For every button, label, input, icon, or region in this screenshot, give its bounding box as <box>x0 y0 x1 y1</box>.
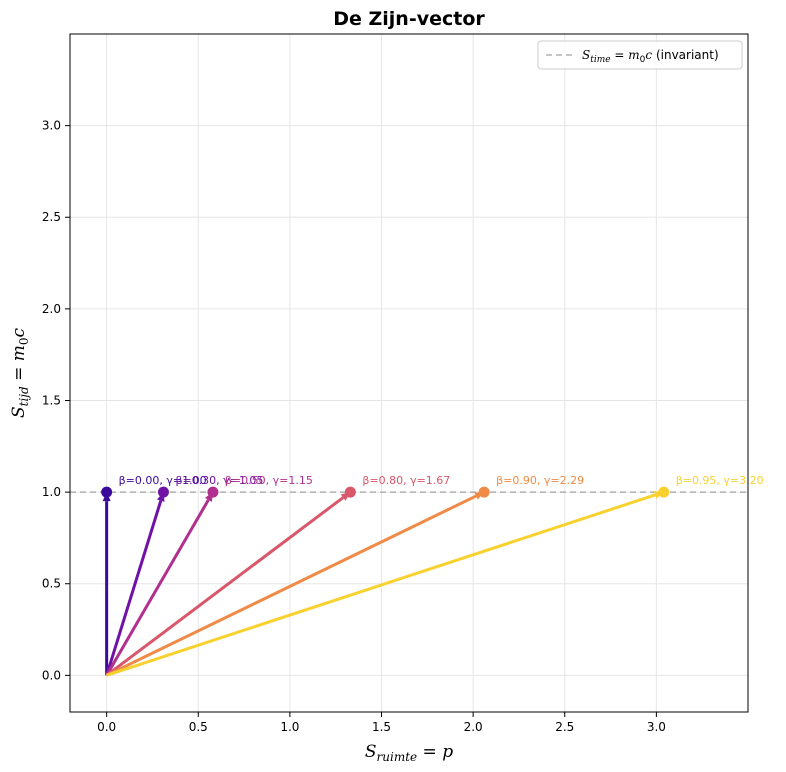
annotations: β=0.00, γ=1.00β=0.30, γ=1.05β=0.50, γ=1.… <box>119 474 764 487</box>
x-tick-label-2: 1.0 <box>280 720 299 734</box>
x-tick-label-6: 3.0 <box>647 720 666 734</box>
y-tick-label-1: 0.5 <box>42 577 61 591</box>
y-tick-label-4: 2.0 <box>42 302 61 316</box>
vector-endpoint-1 <box>157 486 169 498</box>
vector-endpoint-3 <box>344 486 356 498</box>
x-tick-label-3: 1.5 <box>372 720 391 734</box>
vector-label-5: β=0.95, γ=3.20 <box>676 474 764 487</box>
legend: Stime = m0c (invariant) <box>537 40 743 70</box>
vector-endpoint-0 <box>101 486 113 498</box>
y-axis-label: Stijd = m0c <box>9 328 31 419</box>
vector-label-0: β=0.00, γ=1.00 <box>119 474 207 487</box>
y-tick-label-2: 1.0 <box>42 485 61 499</box>
y-axis-label-text: Stijd = m0c <box>9 328 31 419</box>
vector-label-1: β=0.30, γ=1.05 <box>175 474 263 487</box>
x-tick-label-1: 0.5 <box>189 720 208 734</box>
vectors <box>101 486 670 677</box>
legend-entry: Stime = m0c (invariant) <box>582 48 719 65</box>
chart-title: De Zijn-vector <box>333 8 485 30</box>
x-axis-label: Sruimte = p <box>365 742 453 764</box>
legend-box <box>537 40 743 70</box>
x-tick-label-0: 0.0 <box>97 720 116 734</box>
vector-label-2: β=0.50, γ=1.15 <box>225 474 313 487</box>
vector-1 <box>105 500 163 676</box>
ticks: 0.0 0.5 1.0 1.5 2.0 2.5 3.0 0.0 0.5 1.0 1.5 2.0 2.5 3… <box>42 119 666 734</box>
vector-5 <box>106 493 656 677</box>
plot-frame <box>69 33 749 713</box>
vector-label-4: β=0.90, γ=2.29 <box>496 474 584 487</box>
vector-2 <box>105 499 210 677</box>
vector-endpoint-2 <box>207 486 219 498</box>
vector-endpoint-5 <box>658 486 670 498</box>
vector-label-3: β=0.80, γ=1.67 <box>362 474 450 487</box>
y-tick-label-5: 2.5 <box>42 210 61 224</box>
x-tick-label-5: 2.5 <box>555 720 574 734</box>
x-axis-label-text: Sruimte = p <box>365 742 453 764</box>
y-tick-label-6: 3.0 <box>42 119 61 133</box>
vector-endpoint-4 <box>478 486 490 498</box>
vector-3 <box>105 496 345 677</box>
x-tick-label-4: 2.0 <box>464 720 483 734</box>
vector-4 <box>105 494 477 677</box>
y-tick-label-0: 0.0 <box>42 668 61 682</box>
y-tick-label-3: 1.5 <box>42 393 61 407</box>
